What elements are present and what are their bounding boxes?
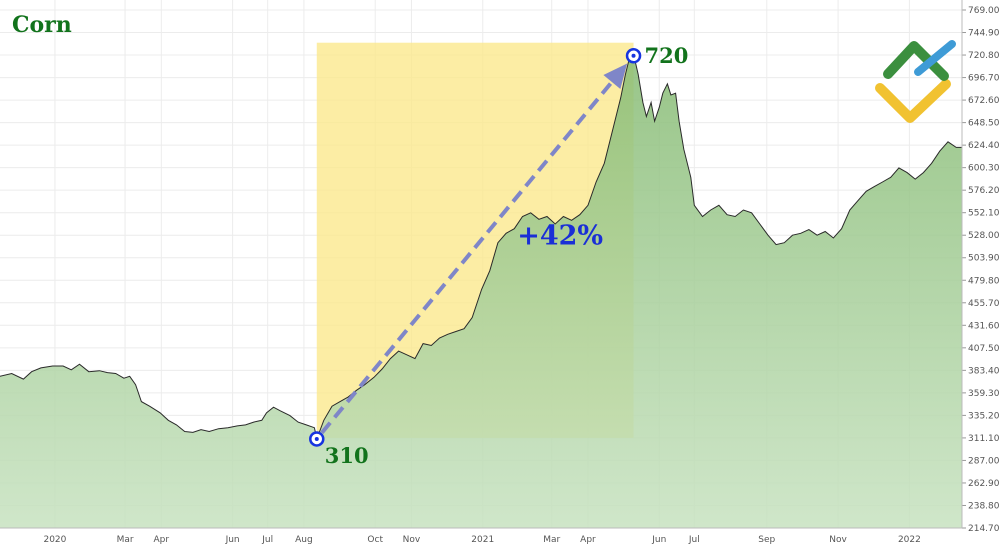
x-tick-label: Jul [261, 535, 273, 545]
price-line [0, 53, 962, 441]
y-tick-label: 214.70 [968, 524, 1000, 534]
logo-yellow-chevron [875, 79, 951, 123]
y-tick-label: 744.90 [968, 29, 1000, 39]
price-area-fill [0, 53, 962, 529]
y-axis: 769.00 744.90 720.80 696.70 672.60 648.50 624.… [961, 0, 1000, 534]
annotations: 310 720 +42% [309, 43, 689, 468]
y-tick-label: 287.00 [968, 456, 1000, 466]
y-tick-label: 431.60 [968, 321, 1000, 331]
y-tick-label: 720.80 [968, 51, 1000, 61]
end-price-label: 720 [645, 43, 689, 68]
x-tick-label: 2020 [43, 535, 66, 545]
x-tick-label: Jun [225, 535, 240, 545]
x-tick-label: 2022 [898, 535, 921, 545]
y-tick-label: 528.00 [968, 231, 1000, 241]
end-marker-icon-dot [631, 53, 636, 58]
y-tick-label: 335.20 [968, 411, 1000, 421]
y-tick-label: 479.80 [968, 276, 1000, 286]
y-tick-label: 407.50 [968, 344, 1000, 354]
x-tick-label: Aug [295, 535, 313, 545]
y-tick-label: 503.90 [968, 254, 1000, 264]
x-tick-label: Jun [651, 535, 666, 545]
y-tick-label: 600.30 [968, 164, 1000, 174]
y-tick-label: 696.70 [968, 74, 1000, 84]
y-tick-label: 672.60 [968, 96, 1000, 106]
chart-title: Corn [12, 12, 72, 38]
x-axis: 2020 Mar Apr Jun Jul Aug Oct Nov 2021 Mar Apr Jun Ju… [0, 527, 962, 545]
y-tick-label: 262.90 [968, 479, 1000, 489]
dashed-arrow-line [320, 80, 614, 435]
start-price-label: 310 [325, 443, 369, 468]
x-tick-label: 2021 [471, 535, 494, 545]
x-tick-label: Nov [403, 535, 421, 545]
x-tick-label: Oct [367, 535, 383, 545]
x-tick-label: Jul [688, 535, 700, 545]
logo-green-chevron [883, 41, 949, 81]
y-tick-label: 383.40 [968, 366, 1000, 376]
y-tick-label: 624.40 [968, 141, 1000, 151]
y-tick-label: 359.30 [968, 389, 1000, 399]
y-tick-label: 238.80 [968, 501, 1000, 511]
y-tick-label: 648.50 [968, 119, 1000, 129]
logo-blue-stroke [914, 40, 956, 76]
y-tick-label: 576.20 [968, 186, 1000, 196]
price-area [0, 53, 962, 529]
x-tick-label: Apr [580, 535, 596, 545]
percent-change-label: +42% [517, 220, 603, 251]
y-tick-label: 455.70 [968, 299, 1000, 309]
arrow-head-icon [603, 63, 628, 90]
x-tick-label: Mar [117, 535, 134, 545]
x-tick-label: Apr [154, 535, 170, 545]
y-tick-label: 311.10 [968, 434, 1000, 444]
x-tick-label: Nov [829, 535, 847, 545]
x-tick-label: Mar [543, 535, 560, 545]
brand-logo-icon [875, 40, 956, 123]
y-tick-label: 552.10 [968, 209, 1000, 219]
start-marker-icon-dot [314, 436, 319, 441]
x-tick-label: Sep [758, 535, 775, 545]
y-tick-label: 769.00 [968, 6, 1000, 16]
